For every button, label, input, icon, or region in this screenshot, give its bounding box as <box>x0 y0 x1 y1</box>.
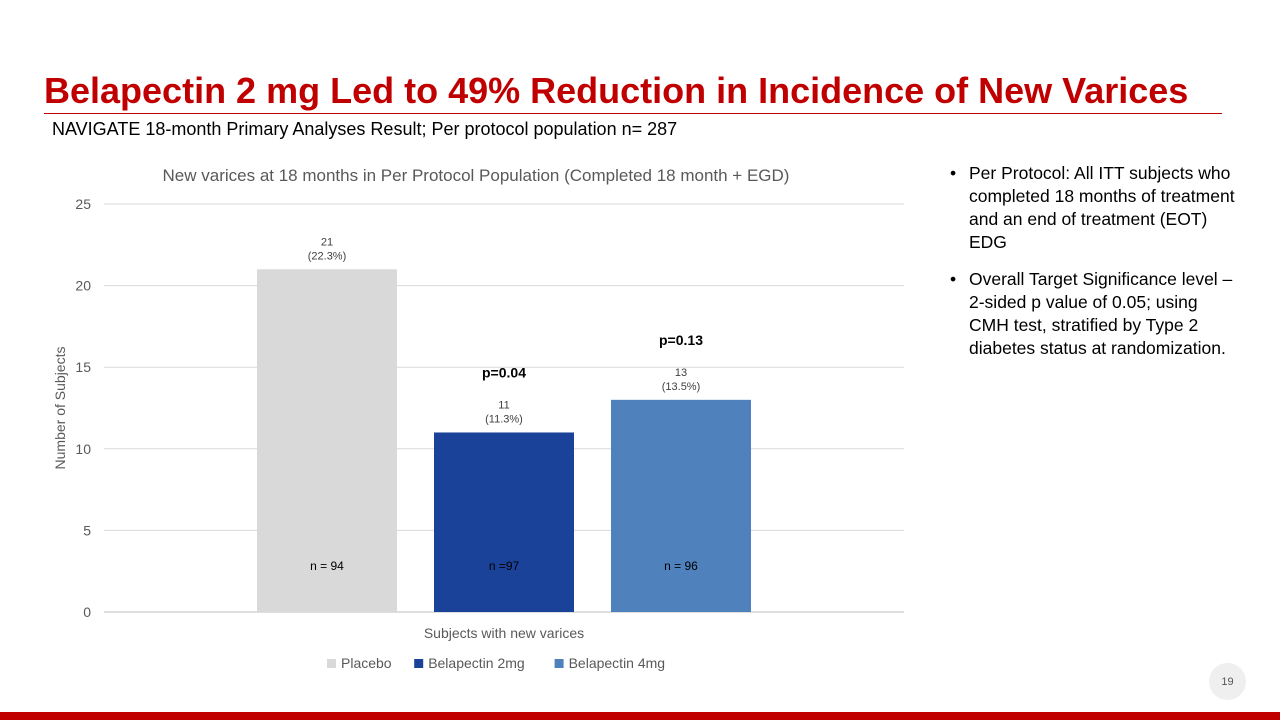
y-tick-label: 15 <box>75 359 91 375</box>
bullet-dot-icon: • <box>950 163 957 183</box>
bar-percent-label: (13.5%) <box>662 381 701 393</box>
legend: Placebo Belapectin 2mg Belapectin 4mg <box>327 655 665 671</box>
bullet-item: • Per Protocol: All ITT subjects who com… <box>950 162 1235 254</box>
legend-label: Placebo <box>341 655 392 671</box>
slide-title: Belapectin 2 mg Led to 49% Reduction in … <box>44 70 1189 111</box>
bar-n-label: n = 94 <box>310 559 344 573</box>
bar-value-label: 13 <box>675 367 687 379</box>
slide-subtitle: NAVIGATE 18-month Primary Analyses Resul… <box>52 119 678 139</box>
bullet-dot-icon: • <box>950 269 957 289</box>
bar <box>434 432 574 612</box>
bar-chart: New varices at 18 months in Per Protocol… <box>52 166 904 671</box>
bar-n-label: n =97 <box>489 559 520 573</box>
legend-label: Belapectin 2mg <box>428 655 525 671</box>
x-axis-label: Subjects with new varices <box>424 625 584 641</box>
bullet-item: • Overall Target Significance level – 2-… <box>950 268 1235 360</box>
page-number: 19 <box>1209 663 1246 700</box>
y-axis-ticks: 0 5 10 15 20 25 <box>75 196 91 620</box>
y-tick-label: 25 <box>75 196 91 212</box>
footer-bar <box>0 712 1280 720</box>
p-value-label: p=0.13 <box>659 332 703 348</box>
bullet-list: • Per Protocol: All ITT subjects who com… <box>950 162 1235 374</box>
bullet-text: Overall Target Significance level – 2-si… <box>969 269 1233 358</box>
bar <box>611 399 751 612</box>
bar-value-label: 11 <box>498 399 509 411</box>
bar-percent-label: (22.3%) <box>308 250 347 262</box>
legend-swatch <box>554 659 564 668</box>
chart-title: New varices at 18 months in Per Protocol… <box>163 166 790 185</box>
bar-n-label: n = 96 <box>664 559 698 573</box>
y-tick-label: 10 <box>75 441 91 457</box>
bar-percent-label: (11.3%) <box>485 413 523 425</box>
y-tick-label: 5 <box>83 522 91 538</box>
y-tick-label: 20 <box>75 278 91 294</box>
legend-label: Belapectin 4mg <box>569 655 666 671</box>
y-axis-label: Number of Subjects <box>52 347 68 470</box>
bar <box>257 269 397 612</box>
bar-value-label: 21 <box>321 236 333 248</box>
bars <box>257 269 751 612</box>
legend-swatch <box>414 659 424 668</box>
legend-swatch <box>327 659 336 668</box>
bar-labels: 21 (22.3%) n = 94 11 (11.3%) n =97 p=0.04 13 (13… <box>308 236 703 573</box>
title-divider <box>44 113 1222 114</box>
p-value-label: p=0.04 <box>482 364 526 380</box>
y-tick-label: 0 <box>83 604 91 620</box>
bullet-text: Per Protocol: All ITT subjects who compl… <box>969 163 1235 252</box>
